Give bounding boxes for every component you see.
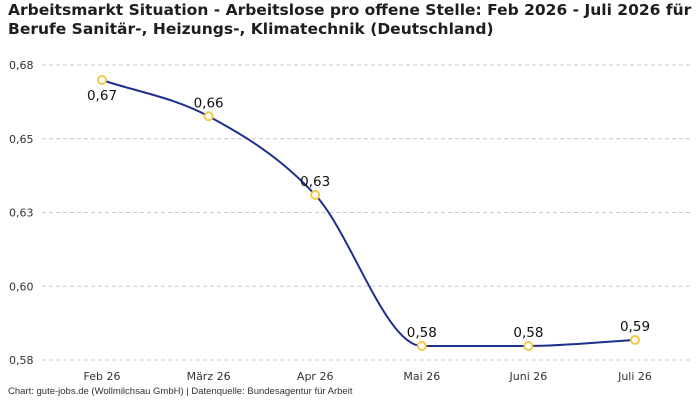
x-tick-label: Juni 26	[509, 370, 548, 383]
chart-title: Arbeitsmarkt Situation - Arbeitslose pro…	[8, 1, 692, 38]
y-tick-label: 0,60	[9, 280, 34, 293]
data-markers	[97, 75, 640, 351]
x-axis: Feb 26 März 26 Apr 26 Mai 26 Juni 26 Juli 26	[84, 370, 652, 383]
y-tick-label: 0,68	[9, 59, 34, 72]
x-tick-label: Feb 26	[84, 370, 121, 383]
x-tick-label: März 26	[187, 370, 231, 383]
data-point	[523, 341, 534, 351]
y-axis: 0,58 0,60 0,63 0,65 0,68	[9, 59, 34, 367]
grid-lines	[42, 64, 692, 361]
y-tick-label: 0,65	[9, 133, 34, 146]
data-point	[416, 341, 427, 351]
x-tick-label: Juli 26	[617, 370, 652, 383]
data-point	[630, 334, 640, 345]
data-labels: 0,67 0,66 0,63 0,58 0,58 0,59	[87, 88, 650, 341]
y-tick-label: 0,63	[9, 207, 34, 220]
data-label: 0,58	[513, 325, 543, 341]
y-tick-label: 0,58	[9, 354, 34, 367]
data-label: 0,58	[407, 325, 437, 341]
data-point	[310, 189, 321, 200]
x-tick-label: Mai 26	[403, 370, 440, 383]
data-label: 0,67	[87, 88, 117, 104]
chart-footer: Chart: gute-jobs.de (Wollmilchsau GmbH) …	[8, 386, 353, 397]
x-tick-label: Apr 26	[297, 370, 334, 383]
data-point	[203, 111, 214, 122]
data-label: 0,63	[300, 174, 330, 190]
data-label: 0,59	[620, 319, 650, 335]
data-label: 0,66	[194, 95, 224, 111]
data-point	[97, 75, 107, 85]
